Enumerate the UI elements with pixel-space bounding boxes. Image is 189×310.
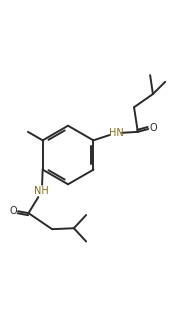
- Text: HN: HN: [109, 128, 123, 138]
- Text: NH: NH: [34, 186, 49, 196]
- Text: O: O: [9, 206, 17, 216]
- Text: O: O: [149, 123, 157, 133]
